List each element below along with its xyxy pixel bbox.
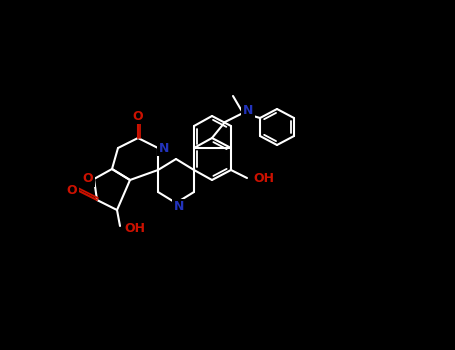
Text: O: O	[67, 183, 77, 196]
Text: O: O	[133, 110, 143, 122]
Text: N: N	[159, 141, 169, 154]
Text: N: N	[243, 105, 253, 118]
Text: OH: OH	[124, 223, 145, 236]
Text: N: N	[174, 201, 184, 214]
Text: OH: OH	[253, 172, 274, 184]
Text: O: O	[83, 173, 93, 186]
